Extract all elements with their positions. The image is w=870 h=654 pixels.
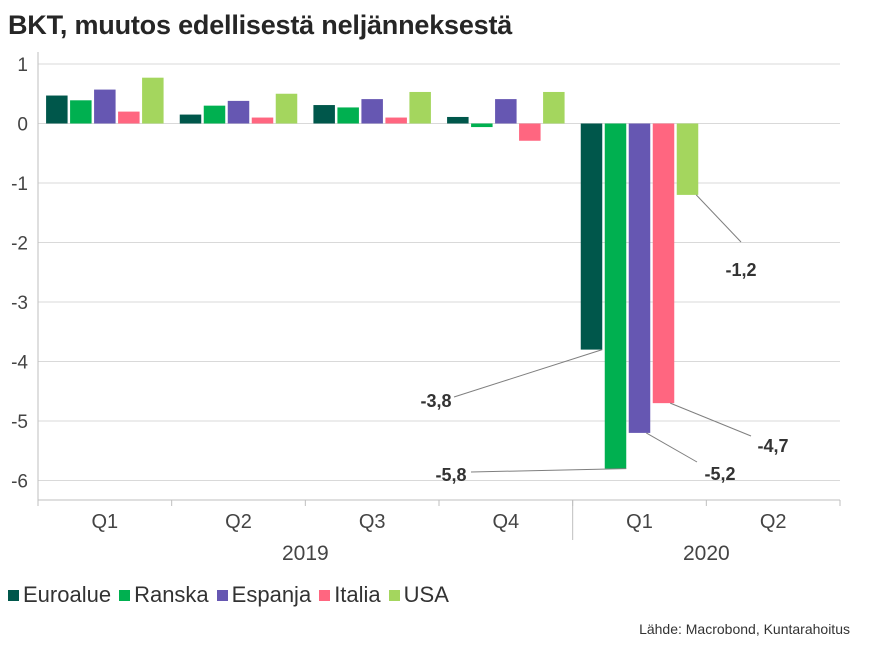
y-tick-label: 0	[17, 115, 28, 136]
y-tick-label: 1	[17, 55, 28, 76]
legend-swatch	[388, 589, 400, 601]
data-label: -4,7	[757, 436, 788, 456]
legend-item-ranska: Ranska	[119, 582, 209, 608]
bar-italia	[251, 117, 274, 124]
x-category-label: Q1	[91, 511, 118, 533]
data-label: -5,8	[435, 465, 466, 485]
bar-euroalue	[313, 105, 335, 124]
annotation-leader-line	[453, 349, 603, 398]
data-label: -1,2	[725, 260, 756, 280]
bar-ranska	[604, 123, 627, 469]
bar-italia	[652, 123, 675, 404]
x-group-label: 2019	[282, 542, 329, 565]
legend-label: USA	[403, 582, 449, 607]
y-tick-label: -3	[11, 293, 28, 314]
bar-euroalue	[46, 95, 68, 124]
legend-item-espanja: Espanja	[216, 582, 312, 608]
bar-usa	[142, 77, 164, 124]
annotation-leader-line	[646, 432, 698, 463]
x-category-label: Q2	[760, 511, 787, 533]
bar-ranska	[70, 100, 92, 124]
y-tick-label: -2	[11, 234, 28, 255]
legend-swatch	[216, 589, 228, 601]
bar-italia	[519, 123, 541, 141]
bar-ranska	[337, 107, 359, 124]
bar-usa	[543, 91, 565, 124]
legend-label: Italia	[334, 582, 381, 607]
bar-usa	[409, 91, 431, 124]
data-label: -3,8	[420, 391, 451, 411]
legend-item-italia: Italia	[319, 582, 381, 608]
bar-italia	[385, 117, 407, 124]
bar-euroalue	[447, 116, 469, 124]
x-category-label: Q4	[492, 511, 519, 533]
bar-espanja	[94, 89, 116, 124]
bar-italia	[118, 111, 140, 124]
legend-label: Espanja	[231, 582, 312, 607]
x-category-label: Q2	[225, 511, 252, 533]
annotation-leader-line	[470, 468, 627, 473]
data-label: -5,2	[704, 464, 735, 484]
bar-usa	[676, 123, 699, 195]
y-tick-label: -6	[11, 472, 28, 493]
chart-legend: Euroalue Ranska Espanja Italia USA	[8, 582, 457, 608]
bar-espanja	[361, 99, 383, 124]
annotation-leader-line	[670, 402, 752, 437]
legend-swatch	[119, 589, 131, 601]
legend-item-euroalue: Euroalue	[8, 582, 111, 608]
y-tick-label: -4	[11, 353, 28, 374]
source-note: Lähde: Macrobond, Kuntarahoitus	[639, 621, 850, 637]
bar-espanja	[227, 100, 250, 124]
x-group-label: 2020	[683, 542, 730, 565]
legend-label: Euroalue	[23, 582, 112, 607]
bar-euroalue	[179, 114, 202, 124]
y-tick-label: -5	[11, 412, 28, 433]
legend-label: Ranska	[134, 582, 209, 607]
legend-swatch	[319, 589, 331, 601]
bar-ranska	[471, 123, 493, 128]
chart-title: BKT, muutos edellisestä neljänneksestä	[8, 10, 513, 40]
bar-espanja	[628, 123, 651, 433]
bar-euroalue	[580, 123, 603, 350]
y-tick-label: -1	[11, 174, 28, 195]
bar-usa	[275, 93, 298, 124]
annotation-leader-line	[695, 194, 742, 243]
bar-ranska	[203, 105, 226, 124]
x-category-label: Q3	[359, 511, 386, 533]
legend-item-usa: USA	[388, 582, 449, 608]
legend-swatch	[8, 589, 19, 601]
x-category-label: Q1	[626, 511, 653, 533]
bar-espanja	[495, 99, 517, 124]
